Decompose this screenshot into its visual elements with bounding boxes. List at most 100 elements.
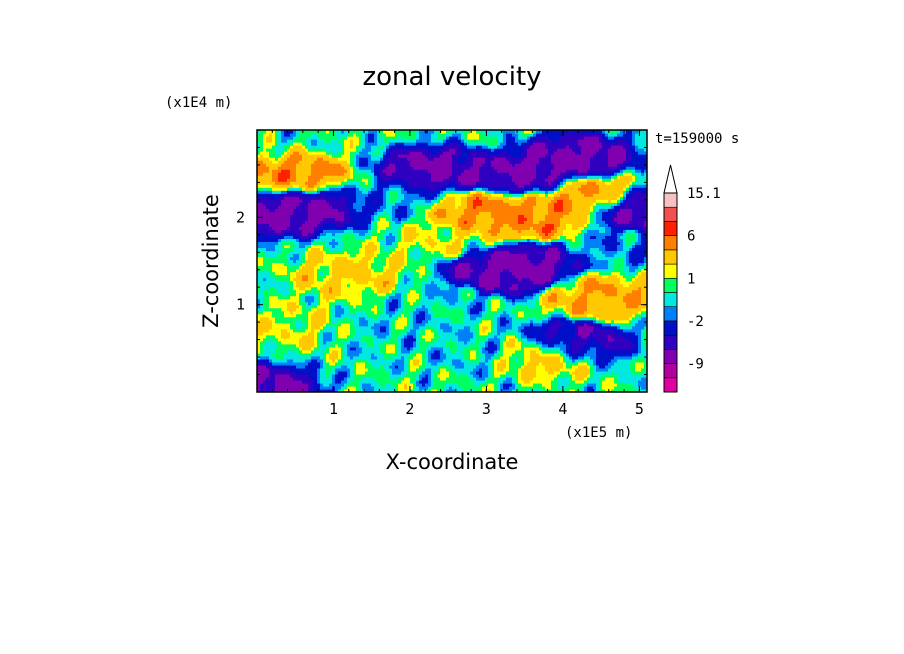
heatmap-cell xyxy=(275,310,279,315)
heatmap-cell xyxy=(269,193,273,197)
heatmap-cell xyxy=(299,226,303,230)
heatmap-cell xyxy=(269,148,273,152)
heatmap-cell xyxy=(344,178,348,182)
heatmap-cell xyxy=(371,280,375,285)
heatmap-cell xyxy=(380,130,384,134)
heatmap-cell xyxy=(386,292,390,297)
heatmap-cell xyxy=(332,232,336,236)
heatmap-cell xyxy=(344,355,348,360)
heatmap-cell xyxy=(320,238,324,243)
heatmap-cell xyxy=(278,274,282,279)
heatmap-cell xyxy=(398,262,402,267)
heatmap-cell xyxy=(383,346,387,351)
heatmap-cell xyxy=(281,199,285,203)
heatmap-cell xyxy=(329,175,333,179)
heatmap-cell xyxy=(398,316,402,321)
heatmap-cell xyxy=(398,343,402,348)
heatmap-cell xyxy=(371,379,375,384)
heatmap-cell xyxy=(398,310,402,315)
heatmap-cell xyxy=(296,205,300,209)
heatmap-cell xyxy=(374,334,378,339)
heatmap-cell xyxy=(329,181,333,185)
heatmap-cell xyxy=(308,289,312,294)
heatmap-cell xyxy=(284,265,288,270)
heatmap-cell xyxy=(368,304,372,309)
heatmap-cell xyxy=(398,193,402,197)
heatmap-cell xyxy=(362,385,366,390)
heatmap-cell xyxy=(359,340,363,345)
heatmap-cell xyxy=(401,349,405,354)
heatmap-cell xyxy=(389,166,393,170)
heatmap-cell xyxy=(278,277,282,282)
heatmap-cell xyxy=(395,205,399,209)
heatmap-cell xyxy=(377,190,381,194)
heatmap-cell xyxy=(308,199,312,203)
heatmap-cell xyxy=(308,133,312,137)
heatmap-cell xyxy=(347,175,351,179)
heatmap-cell xyxy=(335,259,339,264)
heatmap-cell xyxy=(275,145,279,149)
heatmap-cell xyxy=(359,373,363,378)
heatmap-cell xyxy=(374,184,378,188)
heatmap-cell xyxy=(287,367,291,372)
heatmap-cell xyxy=(392,247,396,252)
heatmap-cell xyxy=(335,163,339,167)
heatmap-cell xyxy=(287,331,291,336)
heatmap-cell xyxy=(317,316,321,321)
heatmap-cell xyxy=(311,181,315,185)
heatmap-cell xyxy=(344,187,348,191)
heatmap-cell xyxy=(266,292,270,297)
heatmap-cell xyxy=(305,373,309,378)
heatmap-cell xyxy=(350,265,354,270)
heatmap-cell xyxy=(341,301,345,306)
heatmap-cell xyxy=(302,187,306,191)
heatmap-cell xyxy=(287,187,291,191)
heatmap-cell xyxy=(260,319,264,324)
heatmap-cell xyxy=(398,379,402,384)
heatmap-cell xyxy=(380,142,384,146)
heatmap-cell xyxy=(266,349,270,354)
heatmap-cell xyxy=(320,331,324,336)
heatmap-cell xyxy=(296,385,300,390)
heatmap-cell xyxy=(299,166,303,170)
heatmap-cell xyxy=(386,370,390,375)
heatmap-cell xyxy=(335,262,339,267)
heatmap-cell xyxy=(401,184,405,188)
heatmap-cell xyxy=(284,352,288,357)
heatmap-cell xyxy=(269,166,273,170)
heatmap-cell xyxy=(302,229,306,233)
heatmap-cell xyxy=(272,244,276,249)
heatmap-cell xyxy=(278,142,282,146)
heatmap-cell xyxy=(371,301,375,306)
heatmap-cell xyxy=(356,160,360,164)
heatmap-cell xyxy=(389,277,393,282)
heatmap-cell xyxy=(368,382,372,387)
heatmap-cell xyxy=(356,166,360,170)
heatmap-cell xyxy=(353,163,357,167)
heatmap-cell xyxy=(308,238,312,243)
heatmap-cell xyxy=(323,319,327,324)
heatmap-cell xyxy=(287,310,291,315)
heatmap-cell xyxy=(335,382,339,387)
heatmap-cell xyxy=(335,271,339,276)
heatmap-cell xyxy=(332,355,336,360)
heatmap-cell xyxy=(275,277,279,282)
heatmap-cell xyxy=(374,241,378,246)
heatmap-cell xyxy=(392,352,396,357)
heatmap-cell xyxy=(317,346,321,351)
heatmap-cell xyxy=(290,343,294,348)
heatmap-cell xyxy=(368,196,372,200)
heatmap-cell xyxy=(341,163,345,167)
heatmap-cell xyxy=(386,253,390,258)
heatmap-cell xyxy=(374,232,378,236)
heatmap-cell xyxy=(362,337,366,342)
heatmap-cell xyxy=(275,169,279,173)
heatmap-cell xyxy=(338,268,342,273)
heatmap-cell xyxy=(287,142,291,146)
heatmap-cell xyxy=(269,172,273,176)
heatmap-cell xyxy=(269,154,273,158)
heatmap-cell xyxy=(299,217,303,221)
heatmap-cell xyxy=(305,310,309,315)
heatmap-cell xyxy=(275,247,279,252)
heatmap-cell xyxy=(404,355,408,360)
